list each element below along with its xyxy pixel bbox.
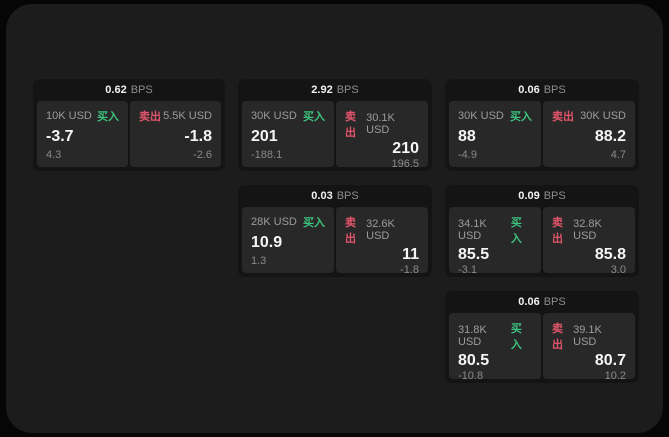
sell-panel[interactable]: 卖出 5.5K USD -1.8 -2.6 (130, 101, 221, 167)
sell-change: 10.2 (604, 370, 626, 382)
buy-label: 买入 (510, 111, 532, 123)
sell-size: 30.1K USD (366, 112, 395, 136)
bps-header: 0.09 BPS (449, 185, 635, 207)
sell-price: 210 (392, 140, 419, 157)
sell-size: 32.8K USD (573, 218, 602, 242)
buy-change: -4.9 (458, 149, 477, 161)
buy-panel[interactable]: 30K USD 买入 88 -4.9 (449, 101, 541, 167)
bps-value: 0.03 (311, 190, 333, 202)
buy-size: 28K USD (251, 216, 297, 228)
sell-label: 卖出 (139, 111, 161, 123)
sell-panel[interactable]: 卖出 32.8K USD 85.8 3.0 (543, 207, 635, 276)
buy-size: 31.8K USD (458, 324, 487, 348)
bps-header: 0.06 BPS (449, 291, 635, 313)
buy-size: 34.1K USD (458, 218, 487, 242)
sell-label: 卖出 (552, 217, 563, 245)
sell-label: 卖出 (552, 323, 563, 351)
buy-label: 买入 (303, 111, 325, 123)
buy-size: 10K USD (46, 110, 92, 122)
buy-label: 买入 (97, 111, 119, 123)
bps-value: 2.92 (311, 84, 333, 96)
sell-panel[interactable]: 卖出 39.1K USD 80.7 10.2 (543, 313, 635, 382)
buy-panel[interactable]: 34.1K USD 买入 85.5 -3.1 (449, 207, 541, 276)
sell-change: 3.0 (610, 264, 626, 276)
buy-change: -3.1 (458, 264, 477, 276)
bps-value: 0.06 (518, 296, 540, 308)
sell-panel[interactable]: 卖出 30.1K USD 210 196.5 (336, 101, 428, 170)
quote-card: 2.92 BPS 30K USD 买入 201 -188.1 卖出 30.1K … (238, 79, 432, 171)
sell-panel[interactable]: 卖出 32.6K USD 11 -1.8 (336, 207, 428, 276)
sell-price: -1.8 (184, 127, 212, 145)
buy-change: 4.3 (46, 149, 62, 161)
bps-value: 0.06 (518, 84, 540, 96)
quote-card: 0.06 BPS 30K USD 买入 88 -4.9 卖出 30K USD (445, 79, 639, 171)
bps-unit-label: BPS (543, 296, 566, 308)
buy-change: -188.1 (251, 149, 283, 161)
quote-card: 0.06 BPS 31.8K USD 买入 80.5 -10.8 卖出 39.1… (445, 291, 639, 383)
bps-value: 0.62 (105, 84, 127, 96)
sell-change: 4.7 (610, 149, 626, 161)
buy-label: 买入 (510, 323, 522, 351)
sell-label: 卖出 (345, 217, 356, 245)
bps-unit-label: BPS (543, 190, 566, 202)
buy-panel[interactable]: 30K USD 买入 201 -188.1 (242, 101, 334, 167)
main-panel: 0.62 BPS 10K USD 买入 -3.7 4.3 卖出 5.5K USD (6, 4, 663, 433)
bps-value: 0.09 (518, 190, 540, 202)
sell-size: 30K USD (580, 110, 626, 122)
buy-panel[interactable]: 31.8K USD 买入 80.5 -10.8 (449, 313, 541, 382)
buy-price: 80.5 (458, 352, 490, 369)
sell-change: 196.5 (391, 158, 419, 170)
bps-header: 0.62 BPS (37, 79, 221, 101)
bps-unit-label: BPS (336, 84, 359, 96)
sell-price: 80.7 (594, 352, 626, 369)
sell-change: -2.6 (193, 149, 212, 161)
quote-card: 0.09 BPS 34.1K USD 买入 85.5 -3.1 卖出 32.8K… (445, 185, 639, 277)
sell-size: 5.5K USD (163, 110, 212, 122)
sell-size: 39.1K USD (573, 324, 602, 348)
sell-price: 85.8 (594, 246, 626, 263)
bps-unit-label: BPS (543, 84, 566, 96)
buy-panel[interactable]: 28K USD 买入 10.9 1.3 (242, 207, 334, 273)
quote-card: 0.03 BPS 28K USD 买入 10.9 1.3 卖出 32.6K US… (238, 185, 432, 277)
sell-panel[interactable]: 卖出 30K USD 88.2 4.7 (543, 101, 635, 167)
buy-price: 85.5 (458, 246, 490, 263)
bps-header: 2.92 BPS (242, 79, 428, 101)
buy-panel[interactable]: 10K USD 买入 -3.7 4.3 (37, 101, 128, 167)
quote-card-grid: 0.62 BPS 10K USD 买入 -3.7 4.3 卖出 5.5K USD (33, 79, 639, 383)
bps-unit-label: BPS (130, 84, 153, 96)
buy-change: 1.3 (251, 255, 267, 267)
buy-label: 买入 (303, 217, 325, 229)
bps-header: 0.06 BPS (449, 79, 635, 101)
sell-label: 卖出 (552, 111, 574, 123)
buy-label: 买入 (510, 217, 522, 245)
quote-card: 0.62 BPS 10K USD 买入 -3.7 4.3 卖出 5.5K USD (33, 79, 225, 171)
bps-unit-label: BPS (336, 190, 359, 202)
buy-price: 10.9 (251, 233, 283, 251)
sell-change: -1.8 (400, 264, 419, 276)
sell-size: 32.6K USD (366, 218, 395, 242)
buy-price: 201 (251, 127, 278, 145)
buy-size: 30K USD (251, 110, 297, 122)
buy-change: -10.8 (458, 370, 484, 382)
sell-label: 卖出 (345, 111, 356, 139)
buy-price: -3.7 (46, 127, 74, 145)
buy-price: 88 (458, 127, 476, 145)
sell-price: 88.2 (594, 127, 626, 145)
buy-size: 30K USD (458, 110, 504, 122)
sell-price: 11 (402, 246, 419, 263)
bps-header: 0.03 BPS (242, 185, 428, 207)
